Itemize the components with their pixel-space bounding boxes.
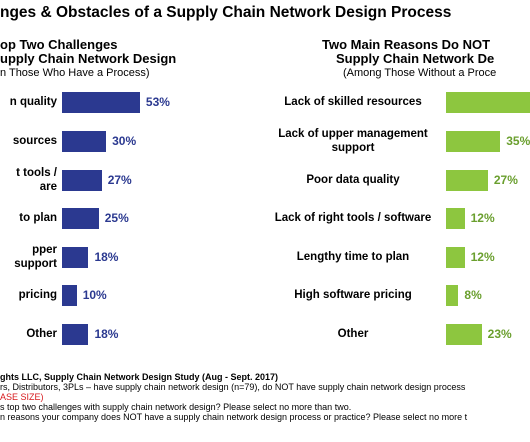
value-label: 12% xyxy=(470,211,495,225)
bar xyxy=(446,285,459,306)
bar xyxy=(62,285,77,306)
bar xyxy=(446,170,488,191)
category-label: to plan xyxy=(19,212,57,224)
bar xyxy=(62,247,89,268)
bar xyxy=(446,92,530,113)
chart-title: Supply Chain Network De xyxy=(336,51,495,66)
bar xyxy=(446,208,465,229)
value-label: 53% xyxy=(145,95,170,109)
value-label: 30% xyxy=(112,134,137,148)
category-label: Lengthy time to plan xyxy=(296,251,410,263)
bar xyxy=(62,131,107,152)
footnote: n reasons your company does NOT have a s… xyxy=(0,412,468,422)
category-label: sources xyxy=(12,135,57,147)
value-label: 12% xyxy=(470,250,495,264)
category-label: Poor data quality xyxy=(306,174,400,186)
footnote: ASE SIZE) xyxy=(0,392,44,402)
value-label: 18% xyxy=(94,327,119,341)
category-label: pper support xyxy=(14,244,57,270)
bar xyxy=(62,92,140,113)
category-label: Lack of right tools / software xyxy=(274,212,432,224)
footnote: ghts LLC, Supply Chain Network Design St… xyxy=(0,372,279,382)
category-label: n quality xyxy=(9,96,57,108)
category-label: High software pricing xyxy=(294,289,412,301)
value-label: 10% xyxy=(82,288,107,302)
bar xyxy=(62,324,89,345)
page-title: nges & Obstacles of a Supply Chain Netwo… xyxy=(0,4,452,21)
bar xyxy=(62,170,102,191)
bar xyxy=(446,131,501,152)
bar xyxy=(446,324,482,345)
bar xyxy=(446,247,465,268)
footnote: rs, Distributors, 3PLs – have supply cha… xyxy=(0,382,466,392)
category-label: Lack of upper management support xyxy=(278,128,428,154)
chart-subtitle: n Those Who Have a Process) xyxy=(0,67,150,79)
category-label: Lack of skilled resources xyxy=(284,96,422,108)
value-label: 35% xyxy=(506,134,530,148)
category-label: Other xyxy=(337,328,369,340)
value-label: 18% xyxy=(94,250,119,264)
chart-title: Two Main Reasons Do NOT xyxy=(322,37,491,52)
chart-title: op Two Challenges xyxy=(0,37,118,52)
value-label: 27% xyxy=(493,173,518,187)
value-label: 27% xyxy=(107,173,132,187)
category-label: Other xyxy=(26,328,57,340)
chart-subtitle: (Among Those Without a Proce xyxy=(343,67,497,79)
category-label: t tools / are xyxy=(16,167,57,193)
value-label: 23% xyxy=(487,327,512,341)
category-label: pricing xyxy=(18,289,57,301)
value-label: 8% xyxy=(464,288,482,302)
bar xyxy=(62,208,99,229)
footnote: s top two challenges with supply chain n… xyxy=(0,402,352,412)
value-label: 25% xyxy=(104,211,129,225)
chart-title: upply Chain Network Design xyxy=(0,51,177,66)
